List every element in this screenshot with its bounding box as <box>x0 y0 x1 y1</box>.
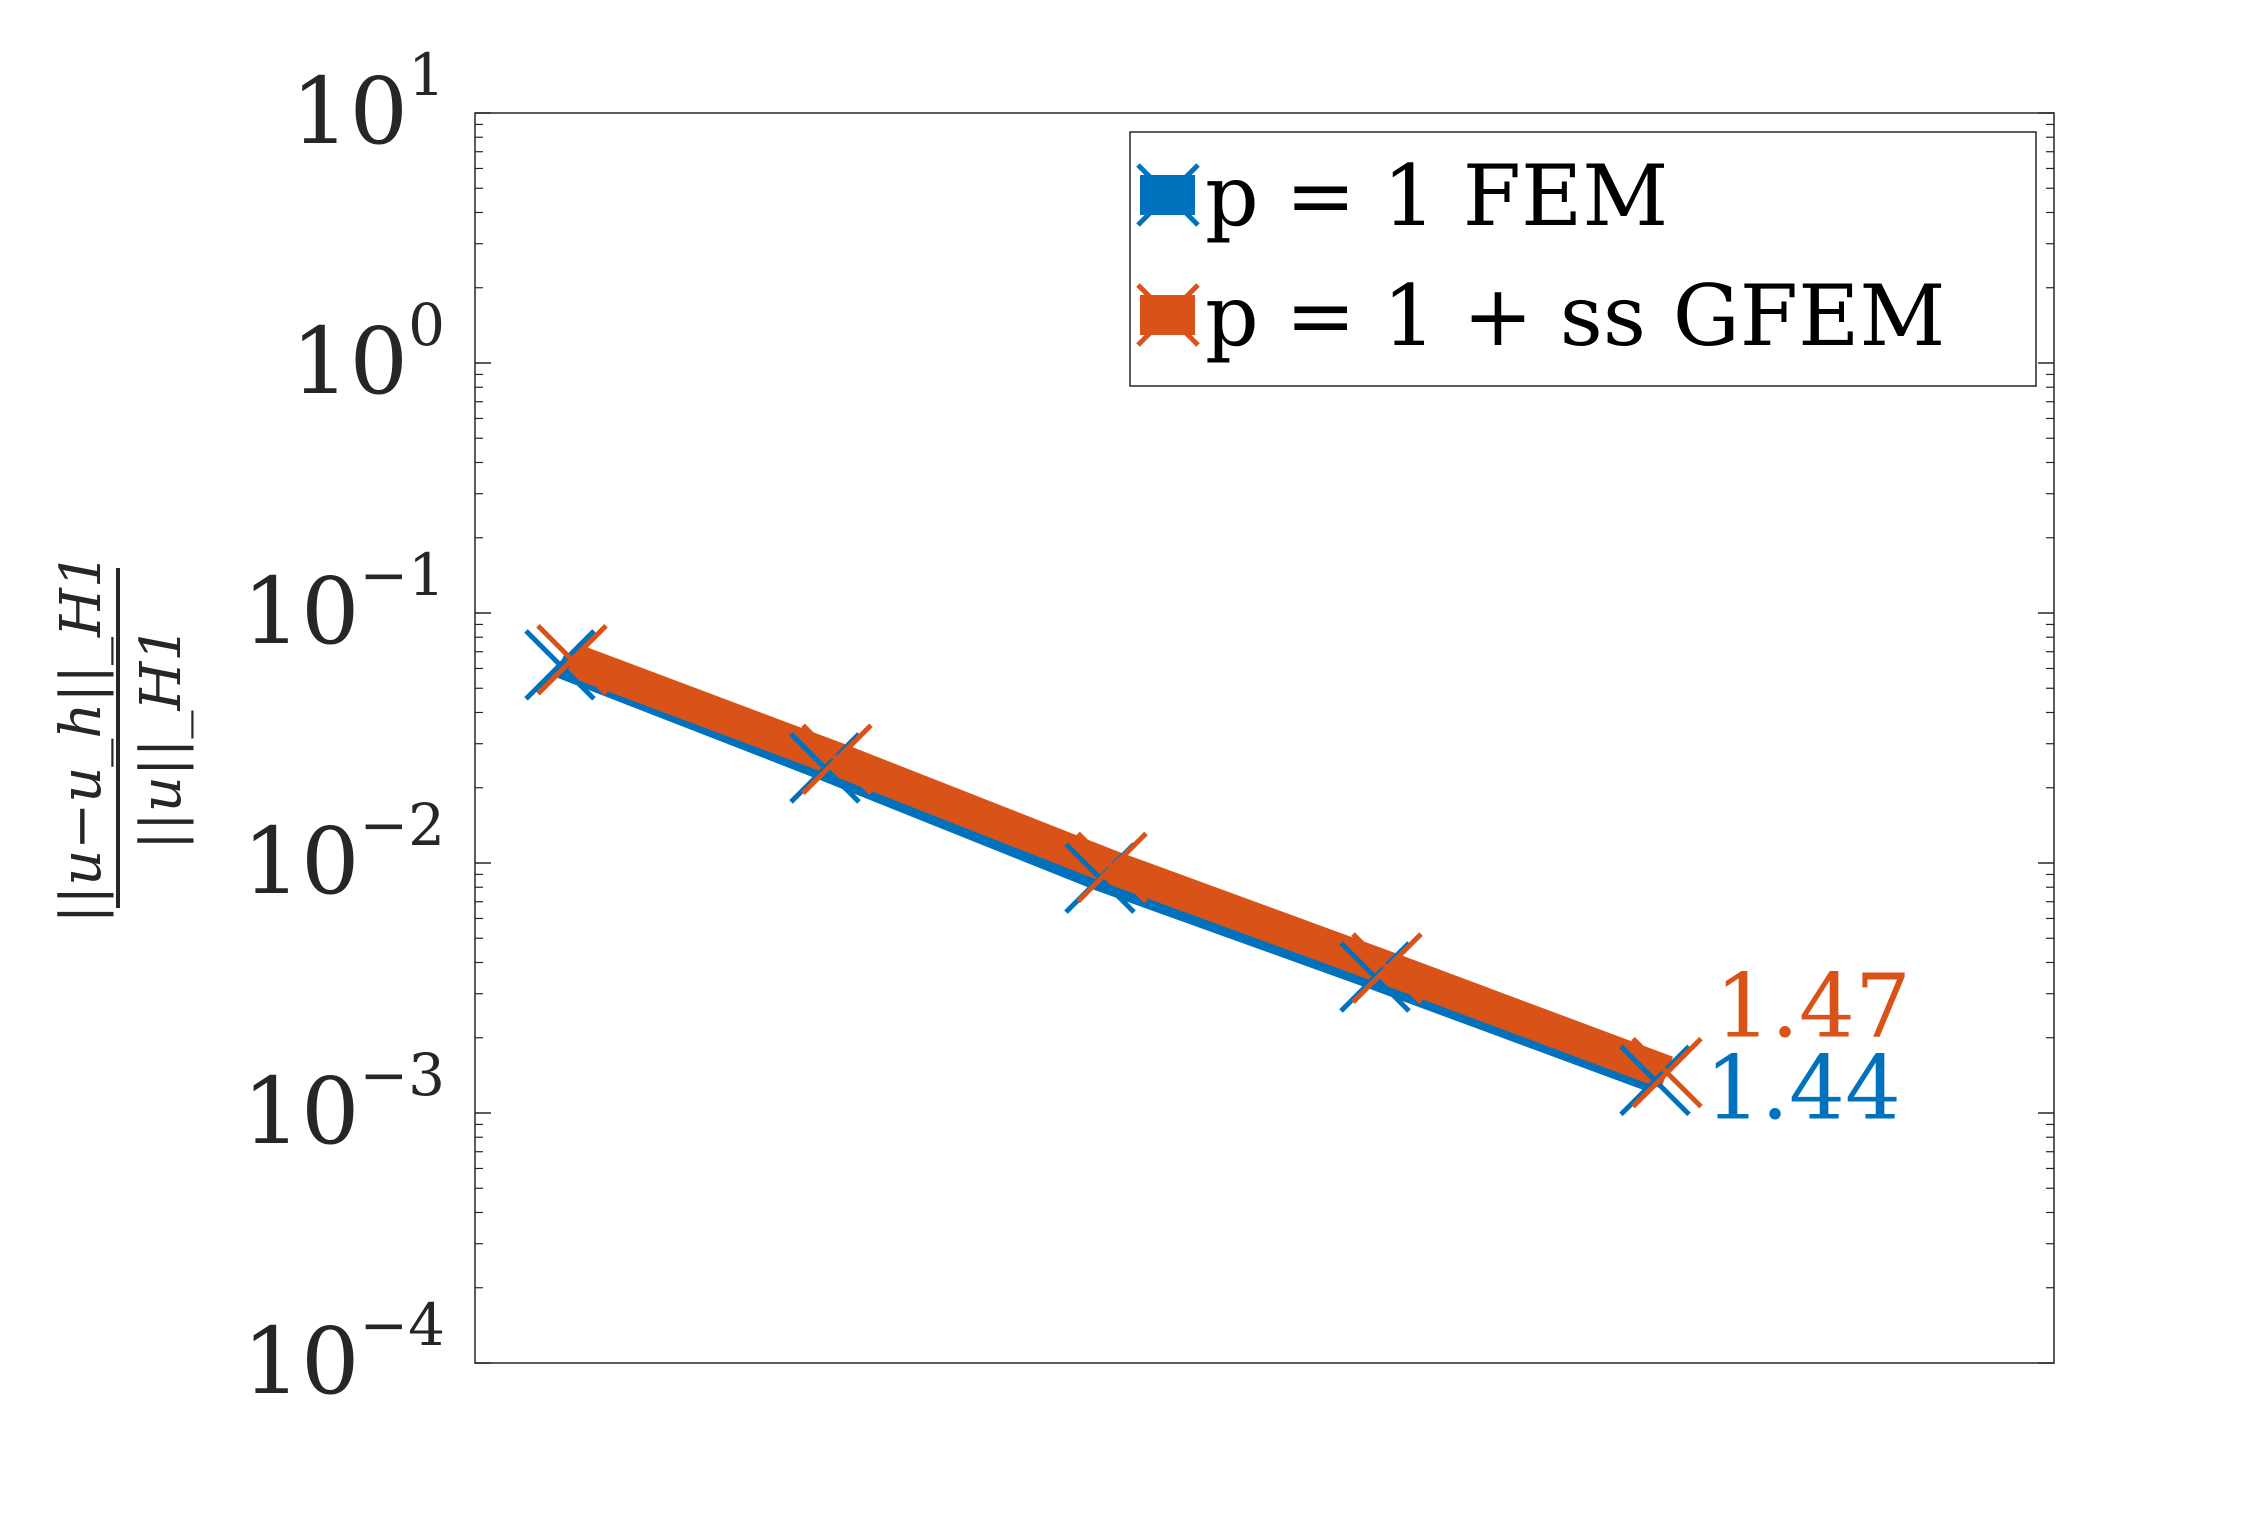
y-tick-label-exponent: −2 <box>360 791 446 859</box>
y-axis-label-denominator: ||u||_H1 <box>129 626 194 850</box>
legend-entry: p = 1 FEM <box>1136 147 1668 245</box>
y-tick-label-exponent: 0 <box>408 291 445 359</box>
y-tick-label-exponent: −3 <box>360 1041 446 1109</box>
legend-box <box>1129 131 2037 387</box>
slope-annotation: 1.47 <box>1715 954 1911 1057</box>
y-minor-ticks <box>475 123 2054 1289</box>
y-axis-label: ||u−u_h||_H1 ||u||_H1 <box>49 552 194 923</box>
y-tick-label-exponent: 1 <box>408 41 445 109</box>
legend-label: p = 1 FEM <box>1205 147 1668 245</box>
y-tick-label-base: 10 <box>242 808 359 915</box>
legend-marker <box>1136 283 1200 347</box>
y-tick-label-base: 10 <box>291 308 408 415</box>
data-point-gfem <box>536 624 608 696</box>
data-point-fem <box>524 629 596 701</box>
y-major-ticks <box>475 112 2054 1364</box>
slope-annotation: 1.44 <box>1705 1036 1901 1139</box>
y-tick-label-base: 10 <box>242 1308 359 1415</box>
legend-entry: p = 1 + ss GFEM <box>1136 267 1945 365</box>
y-tick-label: 10−1 <box>242 541 445 665</box>
y-tick-label: 10−3 <box>242 1041 445 1165</box>
legend: p = 1 FEM p = 1 + ss GFEM <box>1129 131 2037 387</box>
data-point-gfem <box>1631 1036 1703 1109</box>
y-tick-label-base: 10 <box>242 558 359 665</box>
data-point-gfem <box>1076 831 1148 904</box>
y-tick-label-base: 10 <box>291 58 408 165</box>
legend-marker <box>1136 163 1200 227</box>
legend-entries: p = 1 FEM p = 1 + ss GFEM <box>1136 147 1945 365</box>
y-tick-label-base: 10 <box>242 1058 359 1165</box>
y-tick-label-exponent: −4 <box>360 1291 446 1359</box>
y-tick-label: 10−2 <box>242 791 445 915</box>
y-tick-label: 100 <box>291 291 445 415</box>
series-markers <box>524 624 1703 1117</box>
slope-annotations: 1.471.44 <box>1705 954 1911 1139</box>
legend-label: p = 1 + ss GFEM <box>1205 267 1945 365</box>
data-point-fem <box>1619 1044 1691 1117</box>
y-tick-label: 101 <box>291 41 445 165</box>
y-tick-label-exponent: −1 <box>360 541 446 609</box>
data-point-gfem <box>1351 932 1423 1004</box>
y-axis-label-numerator: ||u−u_h||_H1 <box>49 552 114 923</box>
y-tick-label: 10−4 <box>242 1291 445 1415</box>
data-point-gfem <box>801 723 873 796</box>
